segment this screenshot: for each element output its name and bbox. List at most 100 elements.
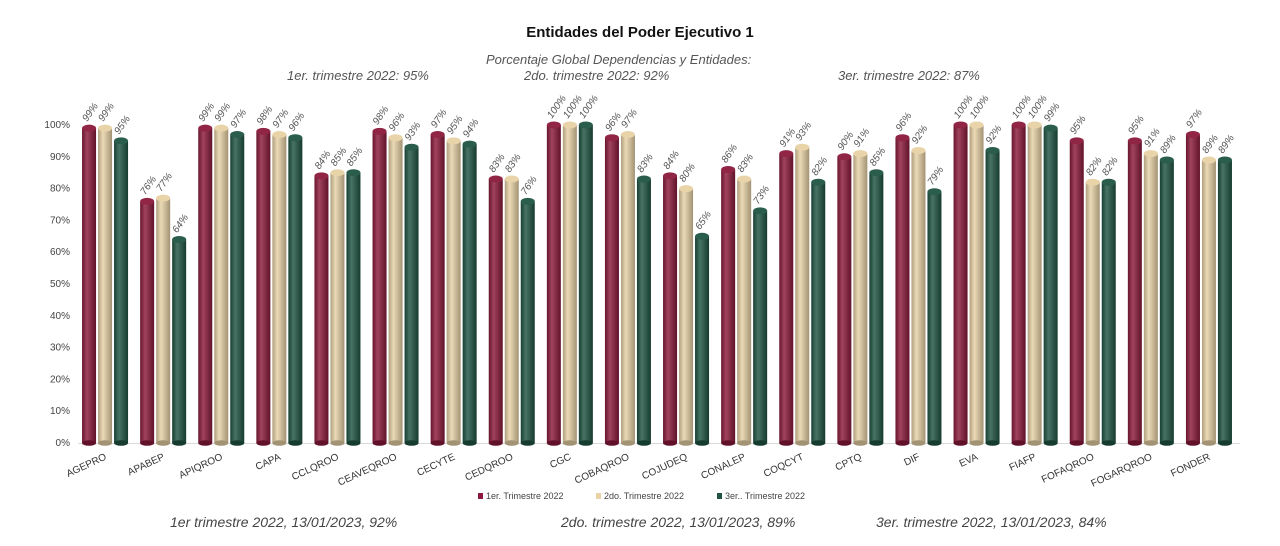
- bar: [488, 179, 503, 443]
- bar: [256, 131, 271, 444]
- y-tick-label: 40%: [50, 311, 70, 322]
- bar-base: [172, 440, 187, 446]
- bar-top: [1201, 156, 1216, 164]
- bar: [1217, 159, 1232, 444]
- bar-top: [462, 140, 477, 148]
- bar: [853, 153, 868, 443]
- bar-top: [488, 175, 503, 183]
- bar: [737, 179, 752, 443]
- bar-top: [504, 175, 519, 183]
- summary-label-q2: 2do. trimestre 2022: 92%: [524, 68, 670, 83]
- bar-base: [985, 440, 1000, 446]
- bar-top: [520, 197, 535, 205]
- bar: [140, 201, 155, 443]
- bar: [795, 147, 810, 443]
- bar-base: [98, 440, 113, 446]
- bar-top: [430, 131, 445, 139]
- legend-label: 2do. Trimestre 2022: [604, 491, 684, 501]
- bar-base: [679, 440, 694, 446]
- bar: [520, 201, 535, 443]
- bar-base: [1185, 440, 1200, 446]
- chart-title: Entidades del Poder Ejecutivo 1: [526, 24, 754, 41]
- bar-top: [1143, 150, 1158, 158]
- data-label: 93%: [403, 120, 424, 143]
- y-tick-label: 20%: [50, 374, 70, 385]
- data-label: 95%: [1068, 114, 1089, 137]
- bar-base: [695, 440, 710, 446]
- bar-top: [1217, 156, 1232, 164]
- bar-base: [795, 440, 810, 446]
- bar: [604, 137, 619, 443]
- bar-top: [853, 150, 868, 158]
- bar-top: [140, 197, 155, 205]
- y-tick-label: 80%: [50, 184, 70, 195]
- bar-top: [346, 169, 361, 177]
- data-label: 99%: [96, 101, 117, 124]
- bar-base: [388, 440, 403, 446]
- category-label: APABEP: [126, 452, 167, 479]
- category-label: AGEPRO: [65, 452, 109, 480]
- bar: [1159, 159, 1174, 444]
- bar-base: [578, 440, 593, 446]
- data-label: 64%: [171, 212, 192, 235]
- bar-base: [446, 440, 461, 446]
- data-label: 82%: [1084, 155, 1105, 178]
- bar-top: [895, 134, 910, 142]
- bar-base: [198, 440, 213, 446]
- legend-swatch: [596, 493, 601, 499]
- data-label: 83%: [635, 152, 656, 175]
- data-label: 96%: [894, 111, 915, 134]
- data-label: 85%: [345, 146, 366, 169]
- bar-base: [372, 440, 387, 446]
- bar-top: [985, 146, 1000, 154]
- y-tick-label: 50%: [50, 279, 70, 290]
- bar-top: [172, 235, 187, 243]
- bar: [636, 179, 651, 443]
- bar-base: [969, 440, 984, 446]
- bar-top: [330, 169, 345, 177]
- data-label: 80%: [677, 162, 698, 185]
- data-label: 95%: [112, 114, 133, 137]
- data-label: 82%: [810, 155, 831, 178]
- bar-top: [721, 166, 736, 174]
- bar-top: [82, 124, 97, 132]
- bar-base: [430, 440, 445, 446]
- bar-top: [811, 178, 826, 186]
- bar-top: [214, 124, 229, 132]
- bar-top: [636, 175, 651, 183]
- bar-top: [1069, 137, 1084, 145]
- bar: [1043, 128, 1058, 443]
- category-label: APIQROO: [178, 452, 225, 482]
- bar-top: [869, 169, 884, 177]
- bar-top: [837, 153, 852, 161]
- data-label: 97%: [229, 107, 250, 130]
- y-tick-label: 70%: [50, 215, 70, 226]
- bar-top: [272, 131, 287, 139]
- bar: [695, 236, 710, 443]
- bar: [562, 125, 577, 443]
- category-label: FOGARQROO: [1090, 452, 1155, 490]
- data-label: 89%: [1216, 133, 1237, 156]
- bar-base: [214, 440, 229, 446]
- bar-top: [562, 121, 577, 129]
- bar: [895, 137, 910, 443]
- bar-base: [1217, 440, 1232, 446]
- data-label: 97%: [619, 107, 640, 130]
- y-tick-label: 90%: [50, 152, 70, 163]
- data-label: 83%: [503, 152, 524, 175]
- bar: [1069, 140, 1084, 443]
- category-label: CAPA: [254, 452, 283, 473]
- bar: [388, 137, 403, 443]
- category-label: CGC: [548, 452, 573, 471]
- chart-subtitle: Porcentaje Global Dependencias y Entidad…: [486, 52, 752, 67]
- category-label: CECYTE: [416, 452, 458, 479]
- bar-top: [256, 127, 271, 135]
- bar-base: [911, 440, 926, 446]
- bar-top: [404, 143, 419, 151]
- bar-base: [620, 440, 635, 446]
- bar-top: [911, 146, 926, 154]
- bar-top: [1127, 137, 1142, 145]
- bar-base: [636, 440, 651, 446]
- bar-top: [753, 207, 768, 215]
- data-label: 92%: [984, 123, 1005, 146]
